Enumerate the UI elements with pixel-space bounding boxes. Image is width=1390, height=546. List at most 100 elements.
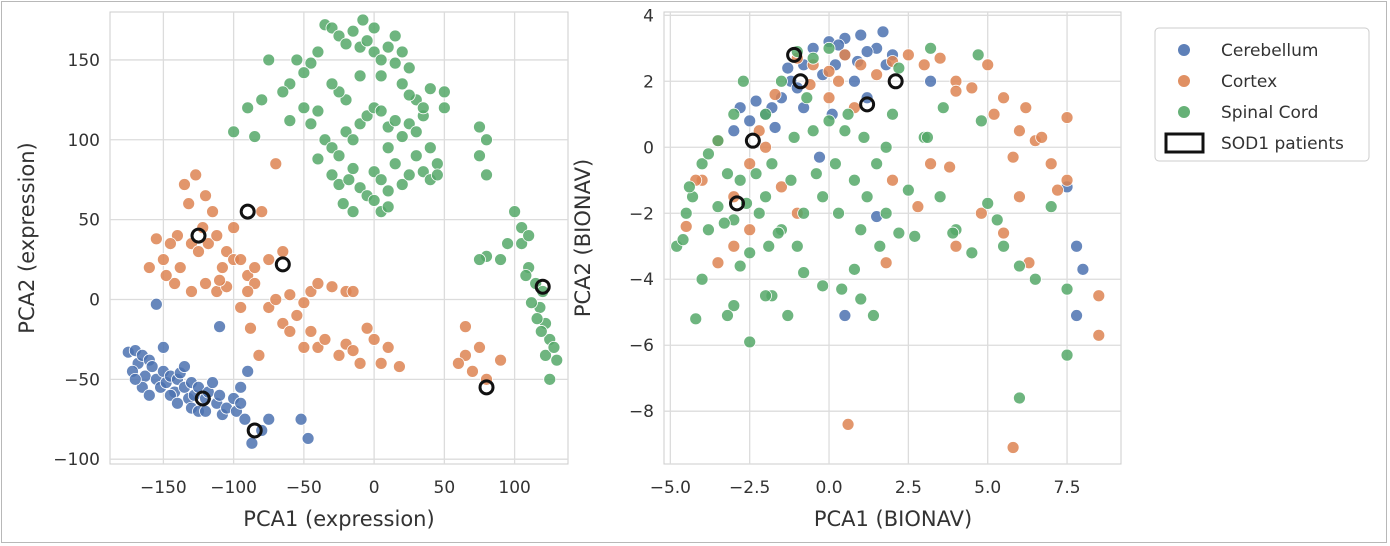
point-cortex	[368, 333, 380, 345]
point-cerebellum	[235, 397, 247, 409]
point-spinal-cord	[403, 89, 415, 101]
point-spinal-cord	[842, 108, 854, 120]
point-spinal-cord	[807, 125, 819, 137]
y-tick-label: −50	[64, 370, 100, 390]
point-cortex	[842, 418, 854, 430]
point-spinal-cord	[861, 191, 873, 203]
point-spinal-cord	[551, 354, 563, 366]
point-spinal-cord	[1013, 260, 1025, 272]
x-tick-label: 100	[498, 478, 530, 498]
point-spinal-cord	[520, 270, 532, 282]
point-spinal-cord	[1029, 273, 1041, 285]
point-cortex	[760, 141, 772, 153]
point-cortex	[183, 198, 195, 210]
point-spinal-cord	[839, 125, 851, 137]
point-cortex	[966, 82, 978, 94]
x-tick-label: 50	[434, 478, 456, 498]
point-spinal-cord	[312, 105, 324, 117]
point-cortex	[918, 59, 930, 71]
point-cerebellum	[295, 413, 307, 425]
point-cortex	[361, 322, 373, 334]
point-cortex	[934, 52, 946, 64]
point-spinal-cord	[337, 198, 349, 210]
point-cortex	[1061, 112, 1073, 124]
point-spinal-cord	[972, 49, 984, 61]
x-tick-label: 5.0	[974, 478, 1001, 498]
point-spinal-cord	[410, 126, 422, 138]
point-cerebellum	[782, 62, 794, 74]
point-cortex	[305, 325, 317, 337]
point-cerebellum	[239, 413, 251, 425]
point-cortex	[284, 325, 296, 337]
point-spinal-cord	[702, 224, 714, 236]
point-cortex	[880, 257, 892, 269]
point-cortex	[912, 201, 924, 213]
point-cortex	[298, 297, 310, 309]
y-tick-label: 2	[643, 72, 654, 92]
point-cortex	[1093, 290, 1105, 302]
point-cortex	[887, 174, 899, 186]
point-cortex	[354, 357, 366, 369]
point-spinal-cord	[721, 310, 733, 322]
point-cortex	[214, 274, 226, 286]
point-spinal-cord	[473, 121, 485, 133]
point-spinal-cord	[893, 62, 905, 74]
point-spinal-cord	[333, 150, 345, 162]
point-spinal-cord	[785, 174, 797, 186]
point-cortex	[235, 254, 247, 266]
point-spinal-cord	[531, 313, 543, 325]
point-cortex	[1093, 329, 1105, 341]
point-spinal-cord	[721, 168, 733, 180]
point-spinal-cord	[284, 115, 296, 127]
point-cortex	[284, 289, 296, 301]
point-spinal-cord	[357, 14, 369, 26]
point-spinal-cord	[744, 247, 756, 259]
point-spinal-cord	[523, 230, 535, 242]
point-cerebellum	[246, 437, 258, 449]
x-tick-label: −5.0	[650, 478, 691, 498]
point-cortex	[244, 322, 256, 334]
point-cortex	[1013, 125, 1025, 137]
legend-label-sod1-patients: SOD1 patients	[1221, 134, 1344, 154]
x-tick-label: −50	[286, 478, 322, 498]
point-spinal-cord	[343, 174, 355, 186]
point-cortex	[1045, 158, 1057, 170]
point-spinal-cord	[1061, 349, 1073, 361]
point-spinal-cord	[683, 181, 695, 193]
point-spinal-cord	[925, 42, 937, 54]
point-cortex	[270, 158, 282, 170]
point-cortex	[185, 286, 197, 298]
point-cerebellum	[728, 125, 740, 137]
point-cortex	[1007, 151, 1019, 163]
point-spinal-cord	[817, 191, 829, 203]
point-spinal-cord	[829, 158, 841, 170]
x-tick-label: −100	[210, 478, 257, 498]
point-spinal-cord	[410, 150, 422, 162]
point-spinal-cord	[998, 240, 1010, 252]
point-spinal-cord	[544, 373, 556, 385]
point-cortex	[193, 246, 205, 258]
x-tick-label: 7.5	[1054, 478, 1081, 498]
point-spinal-cord	[424, 83, 436, 95]
point-spinal-cord	[855, 293, 867, 305]
point-spinal-cord	[509, 206, 521, 218]
point-cerebellum	[861, 46, 873, 58]
point-cortex	[291, 309, 303, 321]
point-cortex	[160, 270, 172, 282]
point-spinal-cord	[438, 102, 450, 114]
point-spinal-cord	[481, 169, 493, 181]
y-tick-label: −4	[629, 270, 654, 290]
point-cerebellum	[214, 321, 226, 333]
point-spinal-cord	[1061, 283, 1073, 295]
point-cortex	[1020, 102, 1032, 114]
point-cerebellum	[750, 95, 762, 107]
point-cerebellum	[146, 361, 158, 373]
point-cerebellum	[1071, 240, 1083, 252]
point-cortex	[950, 240, 962, 252]
point-spinal-cord	[347, 163, 359, 175]
point-spinal-cord	[481, 134, 493, 146]
point-cortex	[680, 220, 692, 232]
point-cortex	[1036, 131, 1048, 143]
point-cortex	[319, 333, 331, 345]
point-spinal-cord	[417, 102, 429, 114]
